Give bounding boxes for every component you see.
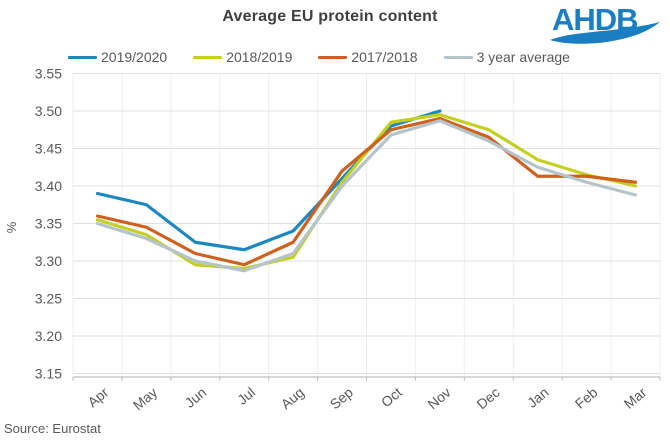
y-tick-label: 3.20 bbox=[35, 328, 62, 344]
x-tick-label: Feb bbox=[572, 384, 601, 412]
x-tick-label: Aug bbox=[278, 384, 307, 412]
legend-label: 3 year average bbox=[476, 49, 570, 65]
legend-label: 2017/2018 bbox=[351, 49, 418, 65]
legend-label: 2018/2019 bbox=[226, 49, 293, 65]
chart-legend: 2019/2020 2018/2019 2017/2018 3 year ave… bbox=[68, 49, 570, 65]
legend-item-2019-2020: 2019/2020 bbox=[68, 49, 167, 65]
y-tick-label: 3.30 bbox=[35, 253, 62, 269]
source-note: Source: Eurostat bbox=[4, 421, 101, 436]
x-tick-label: Jun bbox=[182, 384, 210, 411]
chart-title: Average EU protein content bbox=[222, 8, 438, 25]
x-tick-label: Nov bbox=[424, 384, 453, 412]
legend-marker-3-year-average bbox=[443, 55, 473, 59]
y-tick-label: 3.55 bbox=[35, 66, 62, 82]
ahdb-logo: AHDB bbox=[550, 2, 660, 44]
x-tick-label: Jan bbox=[524, 384, 552, 411]
x-tick-label: Jul bbox=[234, 384, 258, 408]
y-tick-label: 3.40 bbox=[35, 178, 62, 194]
x-tick-label: Apr bbox=[84, 384, 111, 410]
legend-marker-2019-2020 bbox=[68, 55, 97, 59]
series-line-3-year-average bbox=[95, 119, 638, 273]
y-tick-label: 3.15 bbox=[35, 366, 62, 382]
legend-marker-2018-2019 bbox=[193, 55, 223, 59]
y-tick-label: 3.25 bbox=[35, 291, 62, 307]
legend-item-2018-2019: 2018/2019 bbox=[193, 49, 292, 65]
y-tick-label: 3.35 bbox=[35, 216, 62, 232]
y-axis-title: % bbox=[4, 221, 19, 233]
x-tick-label: Oct bbox=[378, 384, 405, 410]
x-tick-label: Sep bbox=[327, 384, 357, 412]
series-line-2017-2018 bbox=[95, 116, 638, 267]
x-tick-label: May bbox=[130, 384, 161, 413]
legend-item-3-year-average: 3 year average bbox=[443, 49, 570, 65]
x-tick-label: Mar bbox=[621, 384, 650, 412]
legend-item-2017-2018: 2017/2018 bbox=[318, 49, 418, 65]
legend-label: 2019/2020 bbox=[101, 49, 168, 65]
y-tick-label: 3.45 bbox=[35, 141, 62, 157]
legend-marker-2017-2018 bbox=[318, 55, 348, 59]
ahdb-logo-wave-icon bbox=[550, 22, 660, 44]
y-tick-label: 3.50 bbox=[35, 103, 62, 119]
x-tick-label: Dec bbox=[473, 384, 502, 412]
